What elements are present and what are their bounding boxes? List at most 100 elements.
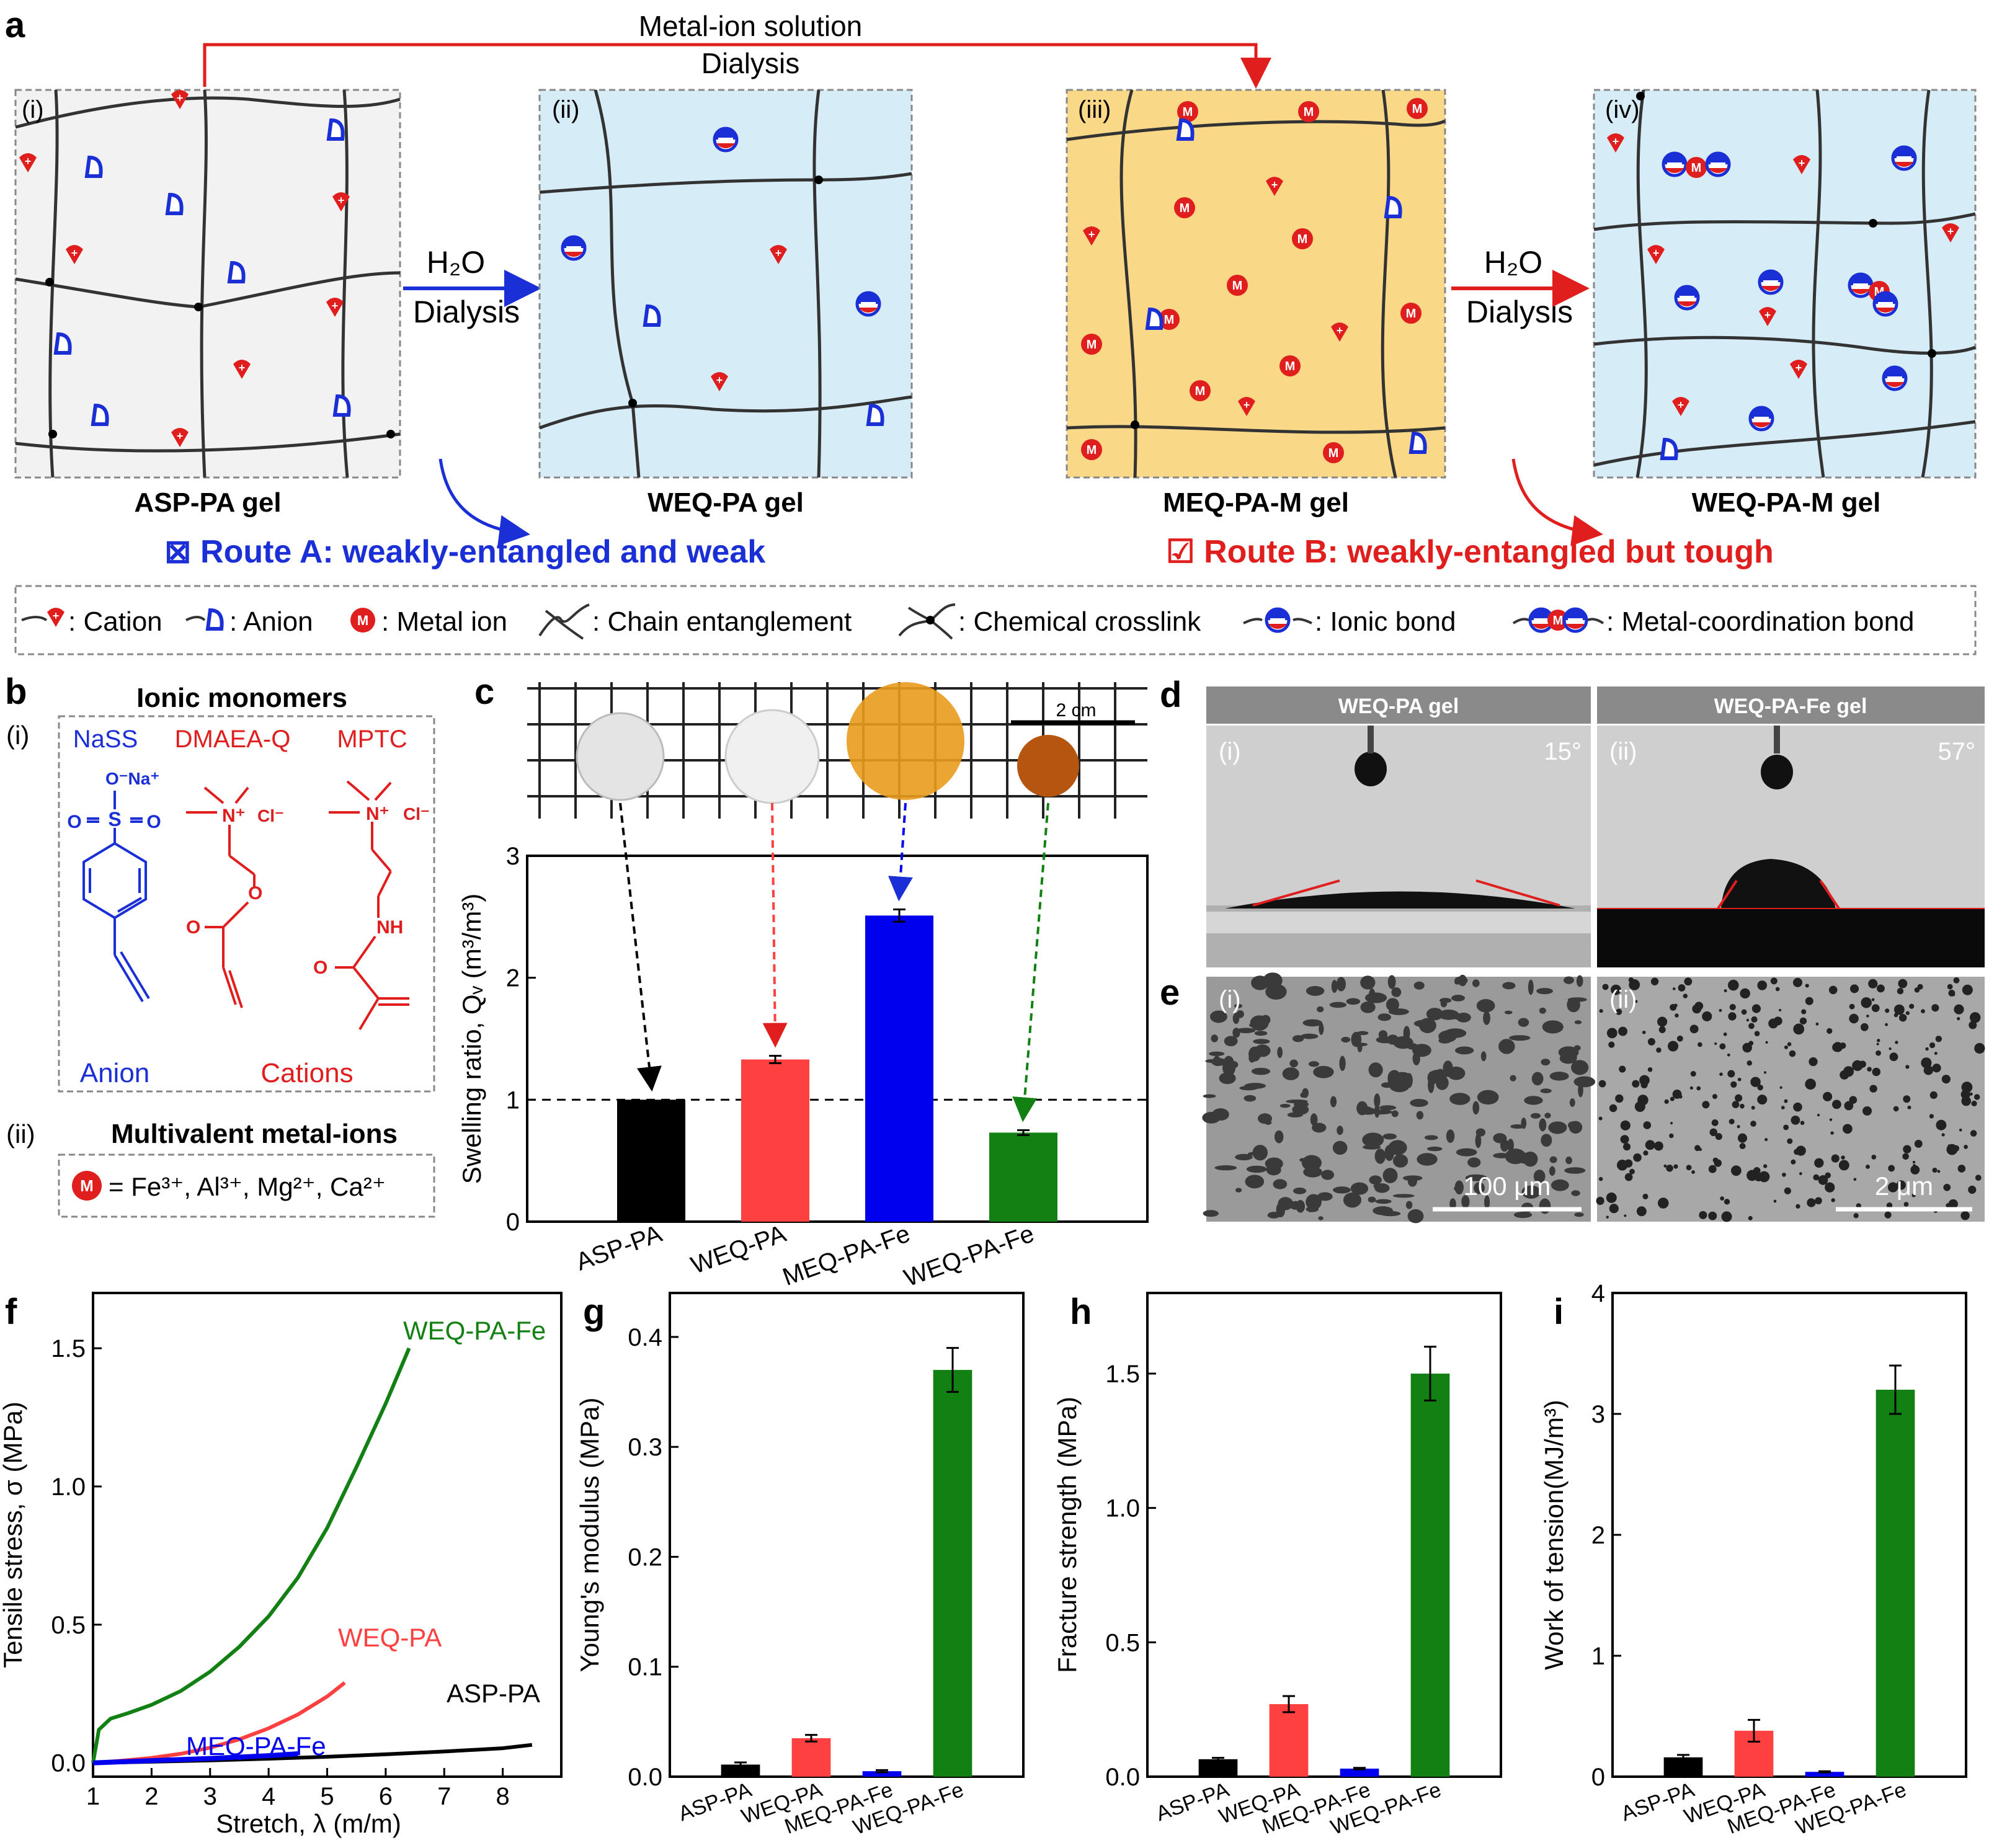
sem-pore xyxy=(1336,977,1346,992)
sem-pore xyxy=(1232,1013,1240,1024)
sem-pore xyxy=(1719,1043,1726,1050)
sem-pore xyxy=(1805,1078,1816,1090)
sem-pore xyxy=(1791,1159,1796,1165)
y-axis-label: Work of tension(MJ/m³) xyxy=(1539,1400,1569,1670)
sem-pore xyxy=(1969,1012,1981,1023)
sem-pore xyxy=(1530,1113,1541,1119)
sem-pore xyxy=(1712,1157,1719,1163)
sem-pore xyxy=(1817,1113,1820,1117)
monomer-mptc: MPTC xyxy=(337,726,407,753)
gel-label-weq-m: WEQ-PA-M gel xyxy=(1692,487,1881,518)
sem-pore xyxy=(1567,997,1580,1013)
y-tick-label: 0.0 xyxy=(628,1764,662,1791)
sem-pore xyxy=(1346,998,1361,1005)
sem-pore xyxy=(1909,1003,1915,1009)
sem-pore xyxy=(1905,1065,1910,1069)
sem-pore xyxy=(1711,1119,1719,1126)
sem-pore xyxy=(1343,1192,1361,1208)
sem-pore xyxy=(1730,1165,1742,1176)
sem-pore xyxy=(1360,1001,1376,1013)
sem-pore xyxy=(1959,1128,1962,1132)
sem-pore xyxy=(1253,1039,1270,1044)
x-tick-label: 8 xyxy=(496,1783,510,1810)
sem-pore xyxy=(1428,1077,1435,1093)
sem-pore xyxy=(1624,1214,1627,1217)
sem-pore xyxy=(1692,1004,1702,1014)
sem-pore xyxy=(1211,1034,1218,1042)
sem-pore xyxy=(1751,1106,1755,1110)
sem-pore xyxy=(1306,1206,1319,1212)
y-tick-label: 0.3 xyxy=(628,1434,662,1461)
sem-pore xyxy=(1877,1039,1880,1042)
sem-pore xyxy=(1902,1153,1909,1160)
sem-pore xyxy=(1375,1199,1392,1204)
sem-pore xyxy=(1374,1148,1386,1164)
title-weq-pa-fe-gel: WEQ-PA-Fe gel xyxy=(1714,695,1867,718)
sem-pore xyxy=(1318,1216,1324,1220)
sem-pore xyxy=(1775,987,1780,992)
sem-pore xyxy=(1606,1193,1617,1203)
sub-label-d-ii: (ii) xyxy=(1609,738,1637,765)
sem-pore xyxy=(1642,1193,1649,1199)
sem-pore xyxy=(1629,1168,1635,1175)
sem-pore xyxy=(1574,1020,1582,1024)
sem-pore xyxy=(1599,1009,1603,1013)
y-tick-label: 1.0 xyxy=(1105,1495,1140,1522)
panel-b: b Ionic monomers (i) NaSS DMAEA-Q MPTC O… xyxy=(5,672,435,1218)
sem-pore xyxy=(1708,1165,1717,1173)
y-tick-label: 0.5 xyxy=(1105,1629,1140,1656)
sem-pore xyxy=(1867,1067,1872,1072)
sub-label-a-i: (i) xyxy=(22,96,44,123)
sem-pore xyxy=(1330,1096,1337,1108)
x-tick-label: 5 xyxy=(320,1783,334,1810)
metal-glyph-b: M xyxy=(80,1176,94,1195)
sem-pore xyxy=(1941,1075,1951,1084)
sub-label-e-ii: (ii) xyxy=(1609,986,1637,1013)
category-label: MEQ-PA-Fe xyxy=(779,1220,914,1291)
x-tick-label: 1 xyxy=(86,1783,100,1810)
sem-pore xyxy=(1929,1042,1936,1049)
sem-pore xyxy=(1676,1035,1683,1042)
chart-g: 0.00.10.20.30.4ASP-PAWEQ-PAMEQ-PA-FeWEQ-… xyxy=(575,1292,1025,1839)
sem-pore xyxy=(1472,979,1480,987)
bar-weq-pa-fe xyxy=(1876,1390,1915,1777)
angle-57: 57° xyxy=(1938,738,1976,765)
sem-pore xyxy=(1724,989,1727,993)
sem-pore xyxy=(1866,1165,1870,1169)
top-red-arrow xyxy=(203,43,1271,89)
sem-pore xyxy=(1885,1023,1888,1026)
sem-pore xyxy=(1787,1042,1792,1047)
sem-pore xyxy=(1670,1096,1675,1101)
sem-pore xyxy=(1838,1160,1849,1171)
sem-pore xyxy=(1720,1196,1724,1201)
sem-pore xyxy=(1379,1211,1401,1217)
sem-pore xyxy=(1876,1042,1879,1046)
sem-pore xyxy=(1657,1197,1669,1209)
panel-d: d WEQ-PA gel WEQ-PA-Fe gel (i) 15° (ii) … xyxy=(1160,675,1985,967)
sem-pore xyxy=(1565,1156,1572,1165)
dialysis-label-1: Dialysis xyxy=(413,295,520,329)
sem-pore xyxy=(1382,1168,1398,1183)
sem-pore xyxy=(1636,1206,1647,1217)
sem-pore xyxy=(1209,1051,1225,1056)
sem-pore xyxy=(1531,1072,1544,1086)
sem-pore xyxy=(1748,1023,1755,1029)
sem-pore xyxy=(1763,1164,1768,1168)
legend-metal: : Metal ion xyxy=(381,606,507,637)
sem-pore xyxy=(1789,1050,1796,1057)
sem-pore xyxy=(1708,1211,1717,1220)
sem-pore xyxy=(1815,1197,1822,1205)
sem-pore xyxy=(1456,1148,1477,1157)
sem-pore xyxy=(1528,979,1534,995)
sem-pore xyxy=(1244,1095,1257,1102)
entanglement-icon xyxy=(538,603,590,640)
sem-pore xyxy=(1898,1014,1907,1022)
y-tick-label: 1.5 xyxy=(51,1335,86,1362)
sem-pore xyxy=(1619,1065,1626,1073)
sem-pore xyxy=(1970,1130,1977,1137)
scale-2um: 2 μm xyxy=(1875,1171,1933,1201)
y-tick-label: 1 xyxy=(1591,1643,1605,1670)
bar-weq-pa-fe xyxy=(1410,1374,1450,1777)
route-a-label: ⊠ Route A: weakly-entangled and weak xyxy=(164,534,765,570)
